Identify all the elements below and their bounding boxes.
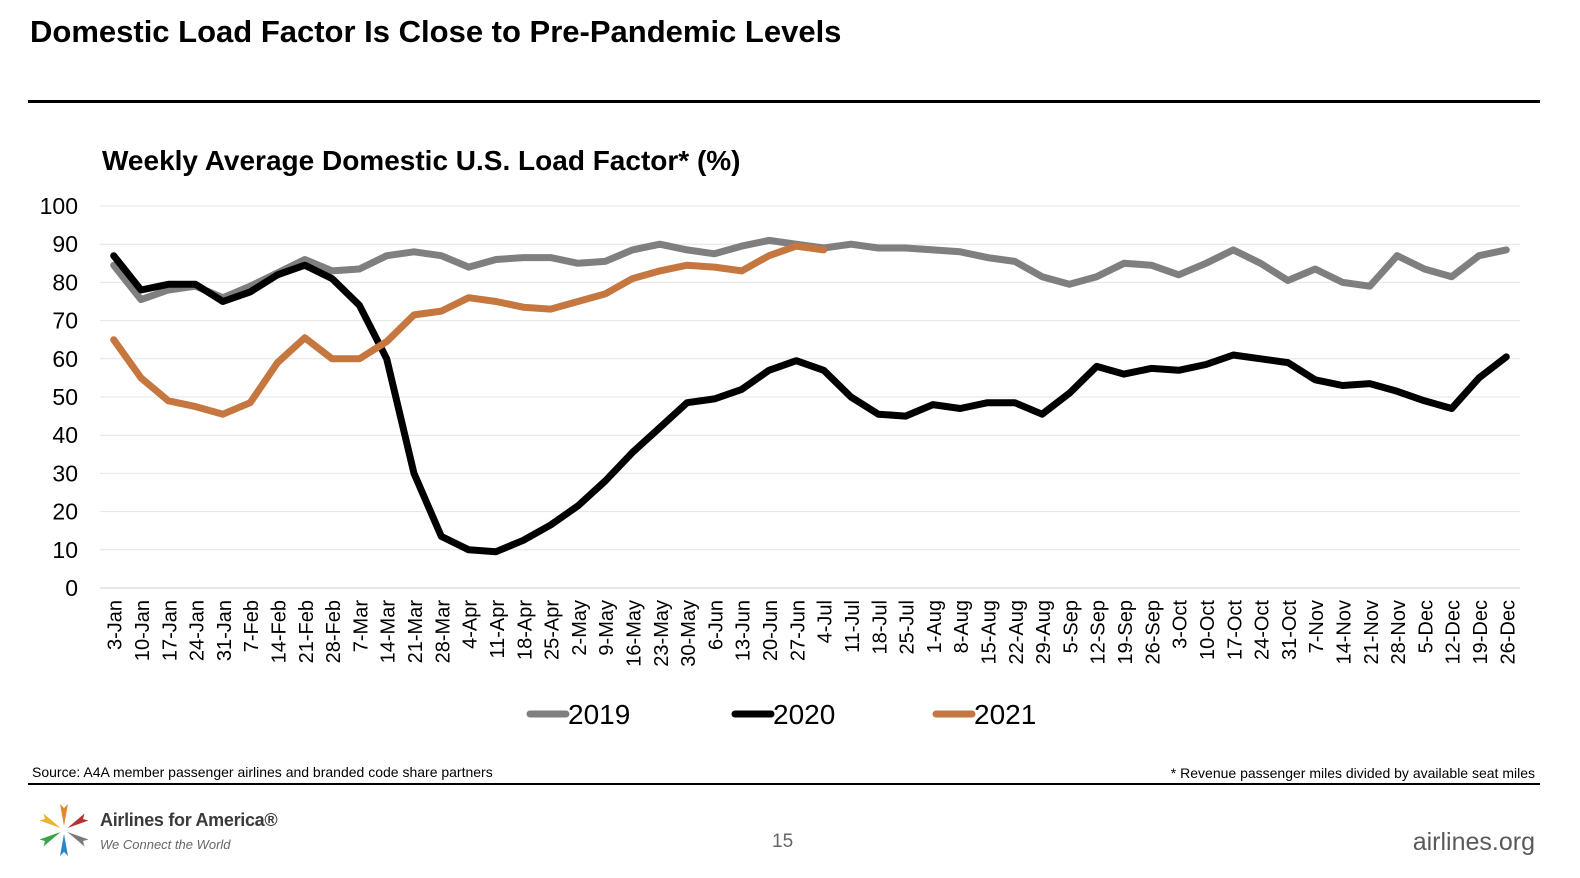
x-tick-label: 21-Mar bbox=[405, 600, 427, 664]
slide-title: Domestic Load Factor Is Close to Pre-Pan… bbox=[30, 14, 842, 49]
source-note: Source: A4A member passenger airlines an… bbox=[32, 764, 493, 780]
x-tick-label: 14-Nov bbox=[1334, 600, 1356, 664]
x-tick-label: 11-Jul bbox=[842, 600, 864, 653]
legend-label-2021: 2021 bbox=[974, 699, 1036, 730]
x-tick-label: 16-May bbox=[624, 600, 646, 667]
x-tick-label: 19-Sep bbox=[1115, 600, 1137, 665]
x-tick-label: 30-May bbox=[678, 600, 700, 667]
x-tick-label: 27-Jun bbox=[787, 600, 809, 661]
x-tick-label: 7-Feb bbox=[241, 600, 263, 652]
x-tick-label: 25-Jul bbox=[897, 600, 919, 654]
x-tick-label: 26-Dec bbox=[1497, 600, 1519, 664]
x-tick-label: 24-Jan bbox=[187, 600, 209, 661]
y-tick-label: 70 bbox=[52, 308, 78, 334]
x-tick-label: 3-Jan bbox=[105, 600, 127, 650]
x-tick-label: 18-Jul bbox=[869, 600, 891, 654]
x-tick-label: 13-Jun bbox=[733, 600, 755, 661]
x-tick-label: 10-Oct bbox=[1197, 600, 1219, 660]
x-tick-label: 17-Jan bbox=[159, 600, 181, 661]
footnote: * Revenue passenger miles divided by ava… bbox=[1170, 765, 1535, 781]
x-tick-label: 31-Jan bbox=[214, 600, 236, 661]
x-tick-label: 12-Sep bbox=[1088, 600, 1110, 665]
x-tick-label: 17-Oct bbox=[1224, 600, 1246, 660]
y-tick-label: 90 bbox=[52, 231, 78, 257]
page-number: 15 bbox=[772, 831, 794, 852]
y-tick-label: 20 bbox=[52, 499, 78, 525]
x-tick-label: 11-Apr bbox=[487, 600, 509, 659]
x-tick-label: 20-Jun bbox=[760, 600, 782, 661]
y-tick-label: 100 bbox=[40, 193, 78, 219]
x-tick-label: 5-Sep bbox=[1060, 600, 1082, 653]
x-tick-label: 4-Apr bbox=[460, 600, 482, 649]
series-line-2021 bbox=[110, 242, 828, 418]
x-tick-label: 8-Aug bbox=[951, 600, 973, 653]
load-factor-chart: Weekly Average Domestic U.S. Load Factor… bbox=[40, 145, 1520, 730]
title-divider bbox=[28, 100, 1540, 103]
x-tick-label: 19-Dec bbox=[1470, 600, 1492, 664]
y-tick-label: 80 bbox=[52, 269, 78, 295]
x-tick-label: 28-Feb bbox=[323, 600, 345, 663]
x-tick-label: 23-May bbox=[651, 600, 673, 667]
y-tick-label: 50 bbox=[52, 384, 78, 410]
y-tick-label: 0 bbox=[65, 575, 78, 601]
x-tick-label: 14-Feb bbox=[269, 600, 291, 663]
airlines-for-america-logo-icon bbox=[39, 804, 89, 856]
logo-tagline: We Connect the World bbox=[100, 837, 231, 852]
x-tick-label: 28-Mar bbox=[432, 600, 454, 664]
x-tick-label: 7-Nov bbox=[1306, 600, 1328, 653]
series-line-2020 bbox=[110, 252, 1510, 556]
y-tick-label: 30 bbox=[52, 460, 78, 486]
x-tick-label: 14-Mar bbox=[378, 600, 400, 664]
x-tick-label: 1-Aug bbox=[924, 600, 946, 653]
x-tick-label: 7-Mar bbox=[350, 600, 372, 653]
chart-title: Weekly Average Domestic U.S. Load Factor… bbox=[102, 145, 741, 176]
x-tick-label: 2-May bbox=[569, 600, 591, 656]
x-tick-label: 25-Apr bbox=[542, 600, 564, 660]
legend-label-2019: 2019 bbox=[568, 699, 630, 730]
y-tick-label: 40 bbox=[52, 422, 78, 448]
x-tick-label: 18-Apr bbox=[514, 600, 536, 660]
x-tick-label: 26-Sep bbox=[1142, 600, 1164, 665]
x-tick-label: 4-Jul bbox=[815, 600, 837, 643]
x-tick-label: 10-Jan bbox=[132, 600, 154, 661]
y-tick-label: 60 bbox=[52, 346, 78, 372]
x-tick-label: 31-Oct bbox=[1279, 600, 1301, 660]
legend-label-2020: 2020 bbox=[773, 699, 835, 730]
x-tick-label: 15-Aug bbox=[979, 600, 1001, 665]
x-tick-label: 24-Oct bbox=[1252, 600, 1274, 660]
x-tick-label: 21-Nov bbox=[1361, 600, 1383, 664]
x-tick-label: 29-Aug bbox=[1033, 600, 1055, 665]
x-tick-label: 5-Dec bbox=[1415, 600, 1437, 653]
x-tick-label: 12-Dec bbox=[1443, 600, 1465, 664]
x-tick-label: 6-Jun bbox=[705, 600, 727, 650]
footer-divider bbox=[28, 783, 1540, 785]
x-tick-label: 3-Oct bbox=[1170, 600, 1192, 649]
website-link[interactable]: airlines.org bbox=[1412, 828, 1535, 856]
x-tick-label: 21-Feb bbox=[296, 600, 318, 663]
x-tick-label: 9-May bbox=[596, 600, 618, 656]
x-tick-label: 22-Aug bbox=[1006, 600, 1028, 665]
x-tick-label: 28-Nov bbox=[1388, 600, 1410, 664]
logo-name: Airlines for America® bbox=[100, 810, 278, 830]
y-tick-label: 10 bbox=[52, 537, 78, 563]
